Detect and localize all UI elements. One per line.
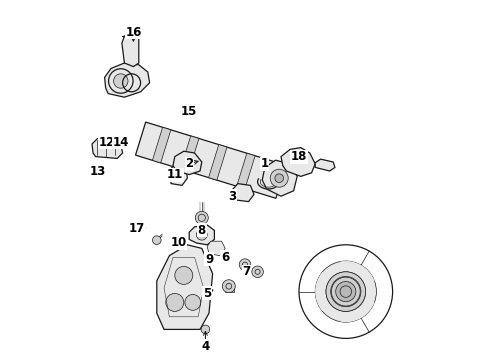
Circle shape <box>336 282 356 302</box>
Text: 3: 3 <box>228 190 237 203</box>
Text: 18: 18 <box>291 150 307 163</box>
Text: 6: 6 <box>221 251 229 264</box>
Wedge shape <box>341 298 374 322</box>
Circle shape <box>326 272 366 311</box>
Polygon shape <box>173 151 202 175</box>
Text: 9: 9 <box>205 253 213 266</box>
Circle shape <box>166 293 184 311</box>
Polygon shape <box>157 245 213 329</box>
Text: 15: 15 <box>181 105 197 118</box>
Circle shape <box>201 325 210 334</box>
Circle shape <box>252 266 263 278</box>
Polygon shape <box>237 153 255 189</box>
Polygon shape <box>209 145 227 180</box>
Circle shape <box>222 280 235 293</box>
Circle shape <box>239 259 251 270</box>
Text: 16: 16 <box>125 26 142 39</box>
Text: 2: 2 <box>185 157 193 170</box>
Text: 8: 8 <box>197 224 206 237</box>
Text: 10: 10 <box>171 237 187 249</box>
Text: 17: 17 <box>129 222 145 235</box>
Circle shape <box>185 294 201 310</box>
Text: 11: 11 <box>167 168 183 181</box>
Wedge shape <box>341 261 374 285</box>
Polygon shape <box>152 127 171 163</box>
Circle shape <box>196 211 208 224</box>
Text: 5: 5 <box>203 287 211 300</box>
Text: 12: 12 <box>98 136 115 149</box>
Polygon shape <box>189 225 215 245</box>
Wedge shape <box>315 272 331 311</box>
Circle shape <box>326 272 366 311</box>
Polygon shape <box>180 136 199 171</box>
Polygon shape <box>170 164 187 185</box>
Circle shape <box>152 236 161 244</box>
Polygon shape <box>225 283 234 292</box>
Circle shape <box>315 261 376 322</box>
Text: 7: 7 <box>243 265 251 278</box>
Circle shape <box>175 266 193 284</box>
Polygon shape <box>136 122 286 198</box>
Polygon shape <box>104 63 149 97</box>
Text: 1: 1 <box>261 157 269 170</box>
Circle shape <box>275 174 284 183</box>
Circle shape <box>196 229 207 240</box>
Polygon shape <box>92 139 122 158</box>
Circle shape <box>270 169 288 187</box>
Polygon shape <box>207 241 225 256</box>
Polygon shape <box>122 36 139 67</box>
Polygon shape <box>315 159 335 171</box>
Polygon shape <box>281 148 315 176</box>
Text: 13: 13 <box>89 165 105 177</box>
Text: 4: 4 <box>201 340 210 353</box>
Polygon shape <box>262 160 297 196</box>
Text: 14: 14 <box>113 136 129 149</box>
Circle shape <box>114 74 128 88</box>
Polygon shape <box>231 184 254 202</box>
